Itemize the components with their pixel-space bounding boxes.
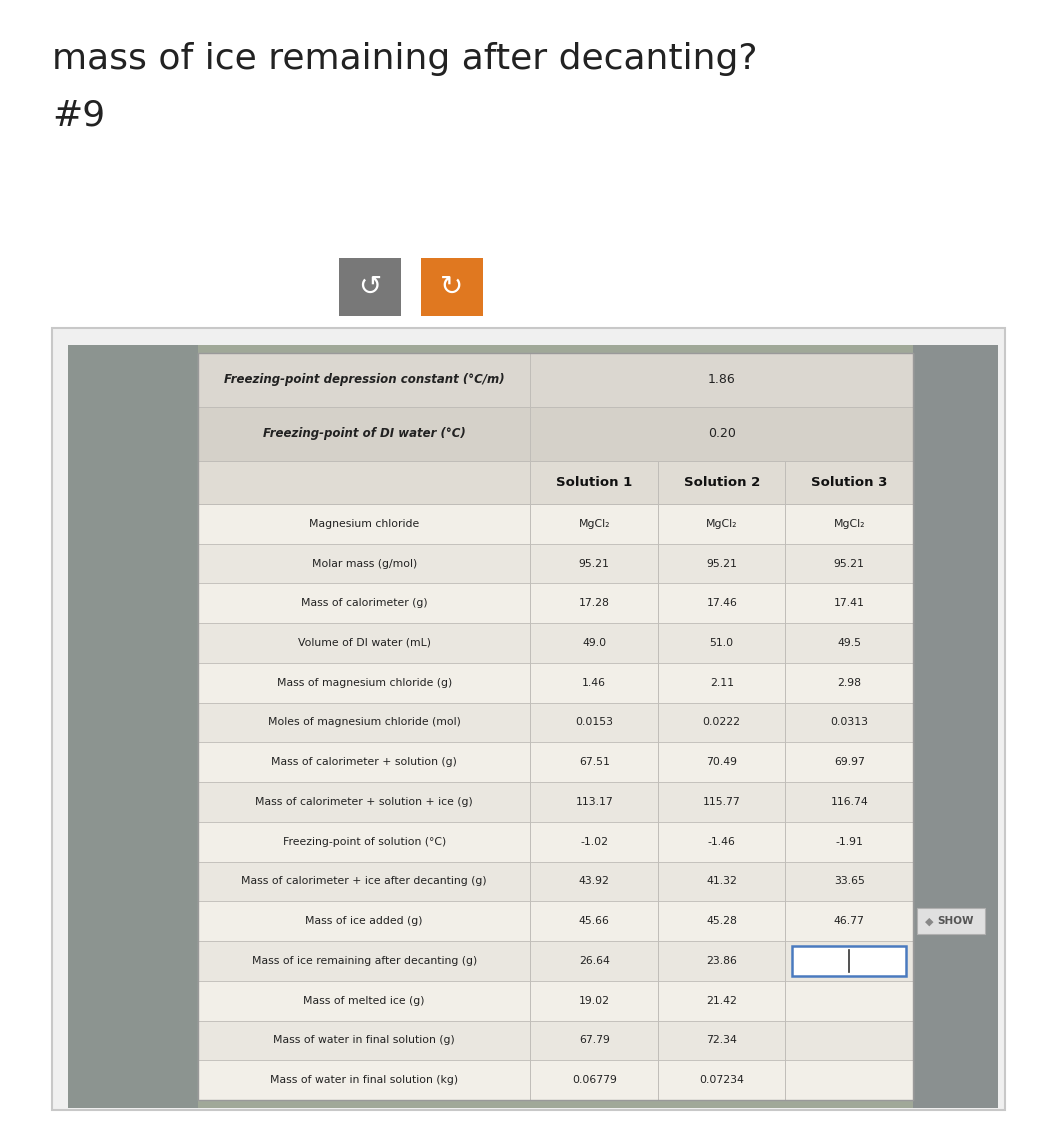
Text: 46.77: 46.77 bbox=[833, 917, 865, 926]
Text: Magnesium chloride: Magnesium chloride bbox=[309, 518, 420, 528]
Text: Freezing-point of solution (°C): Freezing-point of solution (°C) bbox=[283, 837, 446, 847]
Text: 1.46: 1.46 bbox=[582, 678, 606, 688]
Text: 95.21: 95.21 bbox=[833, 559, 865, 569]
Bar bbox=[68, 344, 198, 1109]
Text: SHOW: SHOW bbox=[937, 917, 974, 926]
Bar bbox=[198, 353, 913, 1100]
Text: Solution 1: Solution 1 bbox=[556, 476, 632, 489]
Bar bbox=[52, 328, 1005, 1110]
Text: MgCl₂: MgCl₂ bbox=[706, 518, 737, 528]
Text: 49.0: 49.0 bbox=[582, 638, 606, 649]
Text: #9: #9 bbox=[52, 98, 105, 132]
Text: Volume of DI water (mL): Volume of DI water (mL) bbox=[297, 638, 430, 649]
Text: 95.21: 95.21 bbox=[707, 559, 737, 569]
Text: 17.28: 17.28 bbox=[579, 598, 609, 608]
Text: Mass of calorimeter + ice after decanting (g): Mass of calorimeter + ice after decantin… bbox=[242, 876, 487, 886]
Bar bbox=[198, 1060, 913, 1100]
Bar bbox=[198, 663, 913, 702]
Text: 67.51: 67.51 bbox=[579, 757, 609, 767]
Text: 2.11: 2.11 bbox=[710, 678, 734, 688]
Text: 19.02: 19.02 bbox=[579, 995, 609, 1005]
Text: 0.07234: 0.07234 bbox=[699, 1075, 744, 1085]
Text: 33.65: 33.65 bbox=[833, 876, 865, 886]
Text: Solution 3: Solution 3 bbox=[811, 476, 888, 489]
Text: 72.34: 72.34 bbox=[707, 1036, 737, 1046]
Text: Mass of melted ice (g): Mass of melted ice (g) bbox=[304, 995, 425, 1005]
Text: 67.79: 67.79 bbox=[579, 1036, 609, 1046]
Text: -1.91: -1.91 bbox=[836, 837, 863, 847]
Bar bbox=[198, 407, 913, 460]
FancyBboxPatch shape bbox=[339, 258, 401, 316]
Text: Mass of water in final solution (kg): Mass of water in final solution (kg) bbox=[270, 1075, 459, 1085]
Text: 45.66: 45.66 bbox=[579, 917, 609, 926]
Bar bbox=[198, 504, 913, 544]
Text: 49.5: 49.5 bbox=[838, 638, 862, 649]
Bar bbox=[913, 344, 998, 1109]
Text: -1.02: -1.02 bbox=[580, 837, 608, 847]
FancyBboxPatch shape bbox=[421, 258, 483, 316]
Bar bbox=[198, 821, 913, 862]
FancyBboxPatch shape bbox=[793, 946, 906, 976]
Bar bbox=[198, 583, 913, 623]
Text: -1.46: -1.46 bbox=[708, 837, 736, 847]
Text: Moles of magnesium chloride (mol): Moles of magnesium chloride (mol) bbox=[268, 717, 461, 727]
Text: 0.0222: 0.0222 bbox=[703, 717, 740, 727]
Text: 26.64: 26.64 bbox=[579, 956, 609, 966]
Text: MgCl₂: MgCl₂ bbox=[833, 518, 865, 528]
Text: 70.49: 70.49 bbox=[707, 757, 737, 767]
Text: 45.28: 45.28 bbox=[707, 917, 737, 926]
Text: 41.32: 41.32 bbox=[707, 876, 737, 886]
Text: 17.46: 17.46 bbox=[707, 598, 737, 608]
Bar bbox=[198, 862, 913, 901]
Text: ◆: ◆ bbox=[925, 917, 934, 926]
Text: Mass of ice remaining after decanting (g): Mass of ice remaining after decanting (g… bbox=[251, 956, 476, 966]
Text: mass of ice remaining after decanting?: mass of ice remaining after decanting? bbox=[52, 42, 757, 76]
Text: Mass of water in final solution (g): Mass of water in final solution (g) bbox=[273, 1036, 455, 1046]
Text: Molar mass (g/mol): Molar mass (g/mol) bbox=[312, 559, 417, 569]
Bar bbox=[198, 702, 913, 743]
Text: 43.92: 43.92 bbox=[579, 876, 609, 886]
Text: 115.77: 115.77 bbox=[703, 797, 740, 807]
Bar bbox=[198, 782, 913, 821]
Text: Mass of ice added (g): Mass of ice added (g) bbox=[306, 917, 423, 926]
Bar bbox=[917, 908, 985, 935]
Text: 113.17: 113.17 bbox=[576, 797, 614, 807]
Text: Mass of magnesium chloride (g): Mass of magnesium chloride (g) bbox=[276, 678, 452, 688]
Text: ↻: ↻ bbox=[441, 273, 464, 301]
Bar bbox=[198, 1021, 913, 1060]
Text: 116.74: 116.74 bbox=[830, 797, 868, 807]
Text: 21.42: 21.42 bbox=[707, 995, 737, 1005]
Text: Mass of calorimeter + solution + ice (g): Mass of calorimeter + solution + ice (g) bbox=[255, 797, 473, 807]
Text: Mass of calorimeter (g): Mass of calorimeter (g) bbox=[300, 598, 427, 608]
Text: Freezing-point depression constant (°C/m): Freezing-point depression constant (°C/m… bbox=[224, 374, 505, 386]
Text: Mass of calorimeter + solution (g): Mass of calorimeter + solution (g) bbox=[271, 757, 458, 767]
Bar bbox=[68, 344, 998, 1109]
Text: 2.98: 2.98 bbox=[838, 678, 862, 688]
Text: 23.86: 23.86 bbox=[707, 956, 737, 966]
Text: 95.21: 95.21 bbox=[579, 559, 609, 569]
Text: ↺: ↺ bbox=[358, 273, 381, 301]
Text: 17.41: 17.41 bbox=[833, 598, 865, 608]
Text: 0.06779: 0.06779 bbox=[572, 1075, 617, 1085]
Bar bbox=[198, 981, 913, 1021]
Text: 0.20: 0.20 bbox=[708, 427, 736, 440]
Bar bbox=[198, 353, 913, 1100]
Bar bbox=[198, 544, 913, 583]
Bar bbox=[198, 353, 913, 407]
Text: 51.0: 51.0 bbox=[710, 638, 734, 649]
Text: 69.97: 69.97 bbox=[833, 757, 865, 767]
Text: 0.0313: 0.0313 bbox=[830, 717, 868, 727]
Text: 0.0153: 0.0153 bbox=[575, 717, 614, 727]
Bar bbox=[198, 743, 913, 782]
Text: Solution 2: Solution 2 bbox=[684, 476, 760, 489]
Bar bbox=[198, 941, 913, 981]
Bar bbox=[198, 901, 913, 941]
Bar bbox=[198, 460, 913, 504]
Text: Freezing-point of DI water (°C): Freezing-point of DI water (°C) bbox=[263, 427, 466, 440]
Text: 1.86: 1.86 bbox=[708, 374, 736, 386]
Text: MgCl₂: MgCl₂ bbox=[579, 518, 610, 528]
Bar bbox=[198, 623, 913, 663]
